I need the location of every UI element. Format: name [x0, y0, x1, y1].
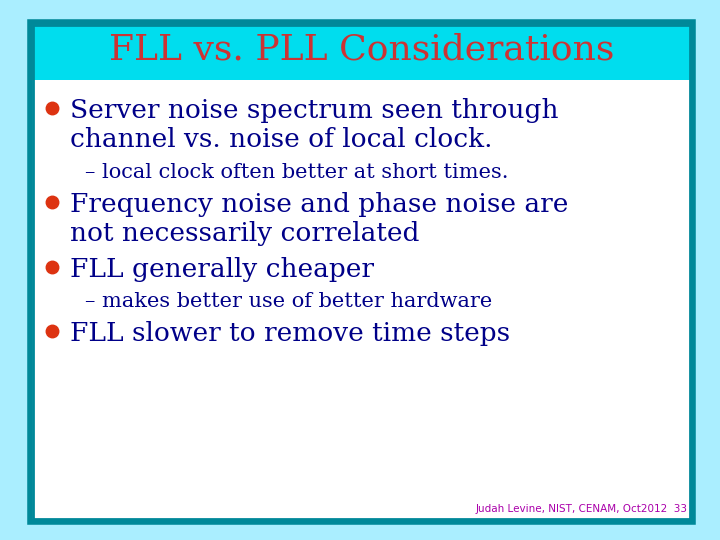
Text: FLL slower to remove time steps: FLL slower to remove time steps: [70, 321, 510, 346]
Text: – local clock often better at short times.: – local clock often better at short time…: [85, 163, 508, 182]
Text: FLL vs. PLL Considerations: FLL vs. PLL Considerations: [109, 33, 614, 67]
Text: – makes better use of better hardware: – makes better use of better hardware: [85, 292, 492, 311]
Bar: [30, 22, 693, 80]
Text: Judah Levine, NIST, CENAM, Oct2012  33: Judah Levine, NIST, CENAM, Oct2012 33: [476, 504, 688, 514]
Text: FLL generally cheaper: FLL generally cheaper: [70, 256, 374, 281]
Bar: [30, 80, 693, 522]
Text: Server noise spectrum seen through
channel vs. noise of local clock.: Server noise spectrum seen through chann…: [70, 98, 559, 152]
Text: Frequency noise and phase noise are
not necessarily correlated: Frequency noise and phase noise are not …: [70, 192, 568, 246]
